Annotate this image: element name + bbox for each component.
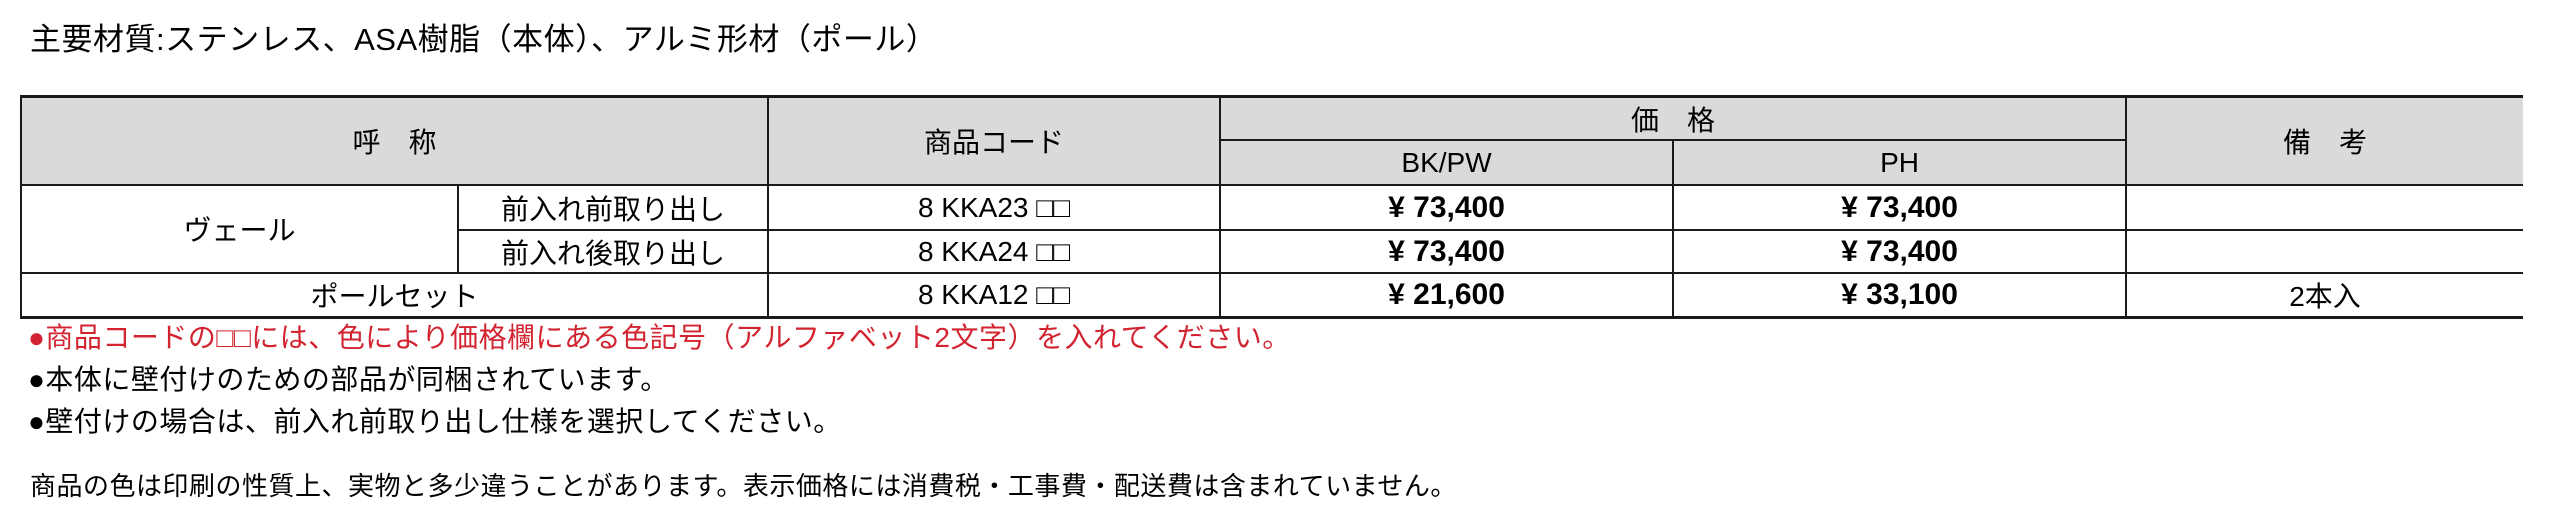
table-header-row-1: 呼 称 商品コード 価 格 備 考 (19, 95, 2524, 186)
remarks-cell (2125, 229, 2524, 274)
header-price: 価 格 (1219, 95, 2128, 141)
product-group-name: ポールセット (19, 272, 770, 319)
product-code: 8 KKA24 □□ (767, 229, 1222, 274)
header-product-code: 商品コード (767, 95, 1222, 186)
header-price-bk-pw: BK/PW (1219, 139, 1675, 186)
header-name: 呼 称 (19, 95, 770, 186)
price-ph: ¥ 73,400 (1672, 184, 2128, 231)
price-bk-pw: ¥ 21,600 (1219, 272, 1675, 319)
remarks-cell (2125, 184, 2524, 231)
price-bk-pw: ¥ 73,400 (1219, 184, 1675, 231)
product-code: 8 KKA12 □□ (767, 272, 1222, 319)
remarks-cell: 2本入 (2125, 272, 2524, 319)
note-wall-mount-parts: ●本体に壁付けのための部品が同梱されています。 (28, 364, 669, 395)
table-row: 前入れ後取り出し 8 KKA24 □□ ¥ 73,400 ¥ 73,400 (21, 229, 2524, 274)
product-group-name: ヴェール (20, 184, 459, 274)
product-code: 8 KKA23 □□ (767, 184, 1222, 231)
table-header-row-2: BK/PW PH (21, 139, 2523, 186)
price-disclaimer: 商品の色は印刷の性質上、実物と多少違うことがあります。表示価格には消費税・工事費… (30, 471, 1457, 501)
price-ph: ¥ 73,400 (1672, 229, 2128, 274)
price-bk-pw: ¥ 73,400 (1219, 229, 1675, 274)
table-row: ヴェール 前入れ前取り出し 8 KKA23 □□ ¥ 73,400 ¥ 73,4… (20, 184, 2524, 274)
header-price-ph: PH (1672, 139, 2128, 186)
note-wall-mount-selection: ●壁付けの場合は、前入れ前取り出し仕様を選択してください。 (28, 406, 842, 437)
product-variant: 前入れ前取り出し (456, 184, 770, 231)
note-color-code: ●商品コードの□□には、色により価格欄にある色記号（アルファベット2文字）を入れ… (28, 322, 1291, 353)
product-variant: 前入れ後取り出し (456, 229, 770, 274)
price-ph: ¥ 33,100 (1672, 272, 2128, 319)
header-remarks: 備 考 (2125, 95, 2524, 186)
material-spec-line: 主要材質:ステンレス、ASA樹脂（本体）、アルミ形材（ポール） (30, 22, 938, 57)
table-row: ポールセット 8 KKA12 □□ ¥ 21,600 ¥ 33,100 2本入 (19, 272, 2524, 319)
price-table: 呼 称 商品コード 価 格 備 考 BK/PW PH ヴェール 前入れ前取り出し… (19, 95, 2524, 319)
